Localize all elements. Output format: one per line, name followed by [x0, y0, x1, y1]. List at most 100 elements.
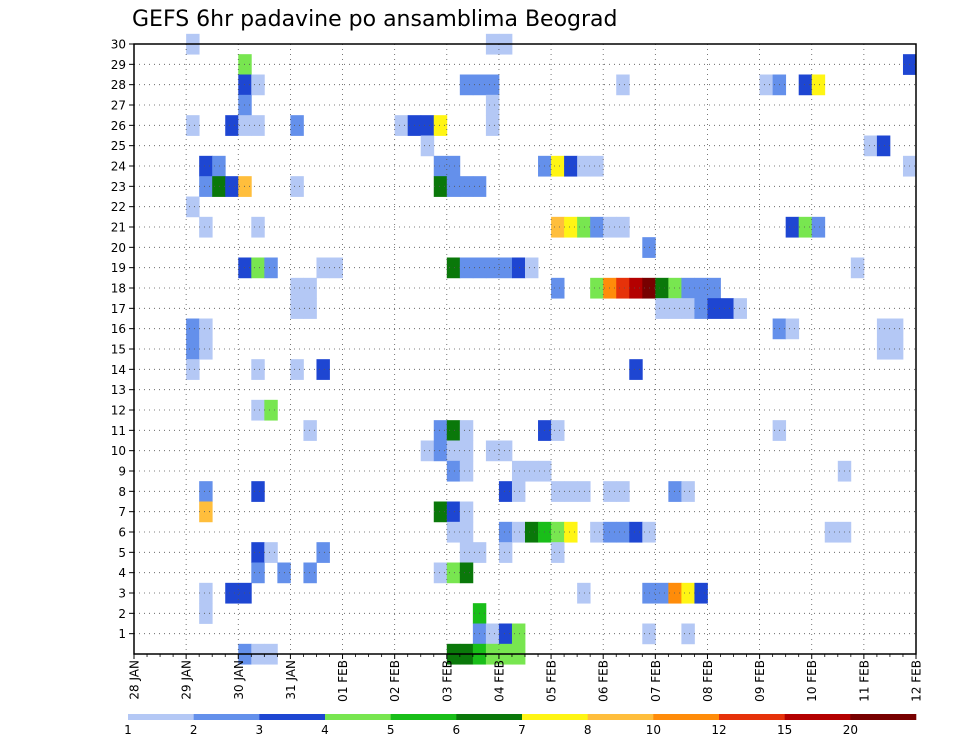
heatmap-cell	[525, 257, 539, 279]
heatmap-cell	[798, 74, 813, 96]
heatmap-cell	[433, 562, 448, 584]
heatmap-cell	[681, 582, 695, 604]
heatmap-cell	[850, 257, 865, 279]
heatmap-cell	[316, 542, 330, 563]
y-tick-label: 14	[111, 363, 126, 377]
heatmap-cell	[511, 521, 526, 543]
heatmap-cell	[485, 257, 500, 279]
heatmap-cell	[681, 481, 695, 502]
heatmap-cell	[186, 115, 200, 136]
x-tick-label: 28 JAN	[128, 660, 142, 700]
heatmap-cell	[394, 115, 409, 136]
y-tick-label: 18	[111, 282, 126, 296]
heatmap-cell	[577, 155, 591, 177]
heatmap-cell	[459, 257, 474, 279]
heatmap-cell	[629, 277, 643, 299]
colorbar-segment	[653, 714, 720, 720]
heatmap-cell	[525, 521, 539, 543]
heatmap-cell	[290, 115, 304, 136]
heatmap-cell	[498, 481, 513, 502]
colorbar-segment	[784, 714, 851, 720]
heatmap-cell	[446, 501, 461, 523]
heatmap-cell	[889, 318, 904, 340]
colorbar-label: 4	[321, 723, 329, 737]
heatmap-cell	[251, 74, 265, 96]
y-tick-label: 9	[118, 465, 126, 479]
heatmap-cell	[590, 155, 604, 177]
heatmap-cell	[433, 155, 448, 177]
heatmap-cell	[511, 460, 526, 482]
heatmap-cell	[759, 74, 774, 96]
heatmap-cell	[433, 501, 448, 523]
heatmap-cell	[889, 338, 904, 360]
y-tick-label: 5	[118, 546, 126, 560]
y-axis: 1234567891011121314151617181920212223242…	[111, 38, 134, 641]
heatmap-cell	[433, 420, 448, 441]
heatmap-cell	[433, 176, 448, 197]
heatmap-cell	[551, 521, 565, 543]
x-tick-label: 30 JAN	[232, 660, 246, 700]
x-axis: 28 JAN 29 JAN 30 JAN 31 JAN 01 FEB 02 FEB 03 F…	[128, 654, 924, 702]
heatmap-cell	[616, 521, 630, 543]
heatmap-cell	[551, 277, 565, 299]
heatmap-cell	[316, 257, 330, 279]
heatmap-cell	[420, 115, 435, 136]
y-tick-label: 2	[118, 607, 126, 621]
heatmap-cell	[616, 216, 630, 238]
heatmap-cell	[694, 277, 708, 299]
heatmap-cell	[420, 135, 435, 157]
y-tick-label: 28	[111, 78, 126, 92]
heatmap-cell	[798, 216, 813, 238]
heatmap-cell	[251, 399, 265, 421]
heatmap-cell	[564, 216, 578, 238]
colorbar-segment	[719, 714, 785, 720]
x-tick-label: 12 FEB	[910, 660, 924, 702]
heatmap-cells	[186, 33, 917, 665]
heatmap-cell	[199, 603, 213, 624]
heatmap-cell	[577, 481, 591, 502]
x-tick-label: 31 JAN	[284, 660, 298, 700]
colorbar-segment	[850, 714, 917, 720]
heatmap-cell	[629, 521, 643, 543]
colorbar-segment	[390, 714, 457, 720]
y-tick-label: 4	[118, 566, 126, 580]
heatmap-cell	[186, 338, 200, 360]
heatmap-cell	[876, 318, 891, 340]
y-tick-label: 16	[111, 322, 126, 336]
heatmap-cell	[446, 440, 461, 462]
heatmap-cell	[316, 359, 330, 380]
heatmap-cell	[225, 115, 239, 136]
heatmap-cell	[251, 115, 265, 136]
heatmap-cell	[785, 318, 800, 340]
y-tick-label: 6	[118, 526, 126, 540]
x-tick-label: 08 FEB	[701, 660, 715, 702]
y-tick-label: 27	[111, 99, 126, 113]
heatmap-cell	[876, 135, 891, 157]
y-tick-label: 19	[111, 261, 126, 275]
heatmap-cell	[433, 115, 448, 136]
heatmap-cell	[616, 74, 630, 96]
heatmap-cell	[616, 277, 630, 299]
y-tick-label: 8	[118, 485, 126, 499]
y-tick-label: 25	[111, 139, 126, 153]
heatmap-cell	[212, 155, 226, 177]
heatmap-cell	[199, 338, 213, 360]
colorbar-label: 12	[711, 723, 726, 737]
heatmap-cell	[511, 481, 526, 502]
heatmap-cell	[251, 359, 265, 380]
y-tick-label: 17	[111, 302, 126, 316]
heatmap-cell	[290, 298, 304, 319]
heatmap-cell	[225, 176, 239, 197]
heatmap-cell	[290, 277, 304, 299]
heatmap-cell	[459, 74, 474, 96]
heatmap-cell	[264, 257, 278, 279]
heatmap-cell	[629, 359, 643, 380]
heatmap-cell	[551, 155, 565, 177]
y-tick-label: 29	[111, 58, 126, 72]
colorbar-label: 15	[777, 723, 792, 737]
y-tick-label: 11	[111, 424, 126, 438]
heatmap-cell	[733, 298, 747, 319]
y-tick-label: 23	[111, 180, 126, 194]
heatmap-cell	[668, 481, 682, 502]
heatmap-cell	[251, 562, 265, 584]
